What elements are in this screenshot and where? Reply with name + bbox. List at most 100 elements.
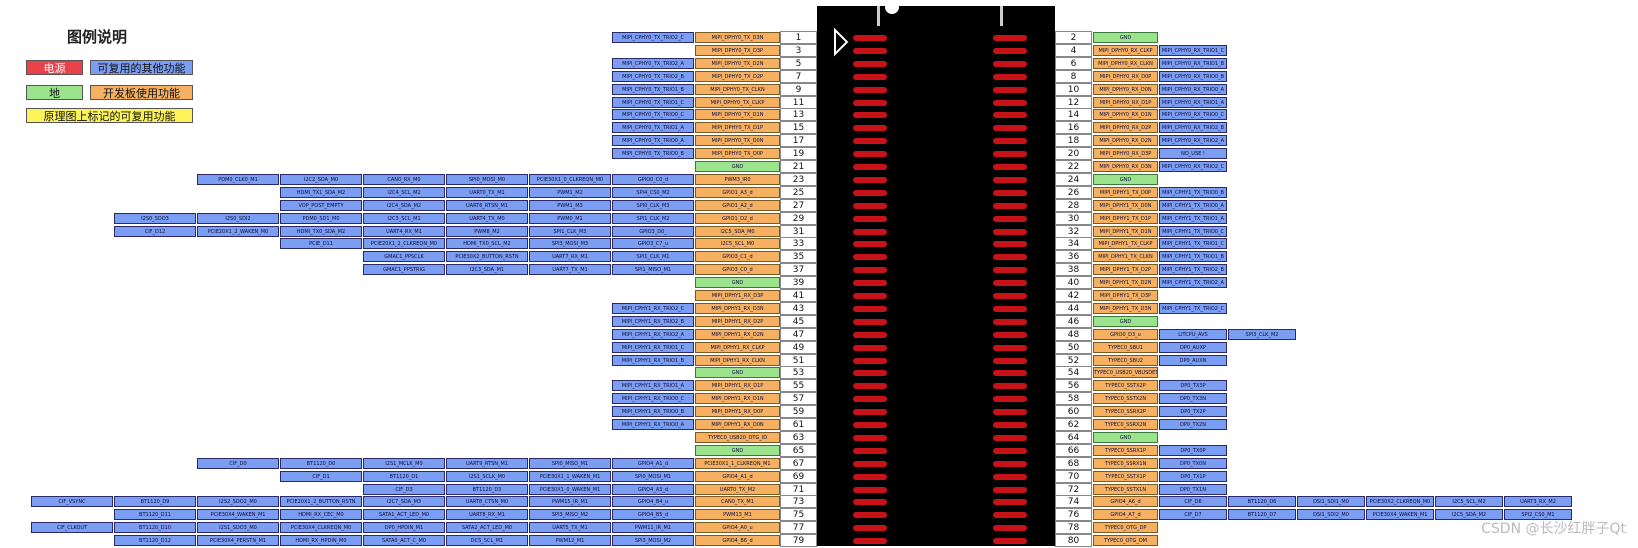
contact-pad <box>993 460 1027 467</box>
contact-pad <box>993 422 1027 428</box>
pin-mux-function: HDMI_RX_HPDIN_M0 <box>280 535 362 547</box>
contact-pad <box>853 241 887 248</box>
pin-mux-function: PWM11_IR_M1 <box>612 522 694 534</box>
pin-mux-function: MIPI_CPHY0_TX_TRIO2_C <box>612 32 694 43</box>
pin-function: MIPI_DPHY0_TX_D2P <box>695 70 780 82</box>
pin-mux-function: CIF_D6 <box>1159 496 1227 508</box>
pin-number: 34 <box>1055 237 1092 251</box>
pin-mux-function: HDMI_TX0_SDA_M2 <box>280 225 362 237</box>
pin-number: 76 <box>1055 508 1092 522</box>
pin-number: 21 <box>780 160 817 173</box>
pin-mux-function: SATA1_ACT_LED_M0 <box>363 509 445 521</box>
pin-mux-function: PCIE30X4_CLKREQN_M0 <box>280 522 362 534</box>
pin-function: GPIO1_A2_d <box>695 199 780 211</box>
contact-pad <box>993 189 1027 196</box>
pin-mux-function: CIF_VSYNC <box>31 496 113 508</box>
contact-pad <box>993 538 1027 545</box>
pin-number: 67 <box>780 456 817 470</box>
pin-mux-function: GPIO3_C7_u <box>612 238 694 250</box>
pin-mux-function: MIPI_CPHY0_TX_TRIO1_B <box>612 83 694 95</box>
pin-number: 64 <box>1055 430 1092 444</box>
pin-function: MIPI_DPHY1_RX_D3P <box>695 290 780 301</box>
pin-function: GPIO1_A3_d <box>695 186 780 198</box>
contact-pad <box>993 73 1027 80</box>
contact-pad <box>993 357 1027 364</box>
contact-pad <box>853 422 887 428</box>
pin-function: MIPI_DPHY1_TX_CLKN <box>1093 251 1158 263</box>
contact-pad <box>853 35 887 41</box>
pin-mux-function: DP0_HPDIN_M1 <box>363 522 445 534</box>
pin-function: GPIO4_A0_u <box>695 522 780 534</box>
pin-function: MIPI_DPHY1_TX_CLKP <box>1093 238 1158 250</box>
pin-function: MIPI_DPHY1_RX_D1P <box>695 380 780 392</box>
contact-pad <box>993 202 1027 209</box>
pin-number: 50 <box>1055 340 1092 354</box>
pin-number: 40 <box>1055 276 1092 290</box>
pin-mux-function: MIPI_CPHY1_RX_TRIO0_B <box>612 406 694 418</box>
pin-number: 63 <box>780 430 817 444</box>
pin-mux-function: PCIE20X1_2_CLKREQN_M0 <box>363 238 445 250</box>
pin-number: 30 <box>1055 211 1092 225</box>
pin-mux-function: SPI0_CLK_M3 <box>612 199 694 211</box>
contact-pad <box>853 202 887 209</box>
pin-function: MIPI_DPHY0_RX_D2N <box>1093 135 1158 147</box>
pin-number: 80 <box>1055 534 1092 548</box>
pin-function: MIPI_DPHY0_RX_D3N <box>1093 161 1158 172</box>
pin-mux-function: MIPI_CPHY0_TX_TRIO0_C <box>612 109 694 121</box>
pin-mux-function: PCIE30X1_0_WAKEN_M1 <box>529 483 611 495</box>
contact-pad <box>993 176 1027 183</box>
connector-notch <box>885 0 899 14</box>
pin-number: 15 <box>780 121 817 135</box>
pin-function: PCIE30X1_1_CLKREQN_M1 <box>695 457 780 469</box>
contact-pad <box>993 331 1027 338</box>
pin-mux-function: MIPI_CPHY1_RX_TRIO1_A <box>612 380 694 392</box>
pin-mux-function: MIPI_CPHY1_TX_TRIO1_B <box>1159 251 1227 263</box>
contact-pad <box>993 473 1027 480</box>
contact-pad <box>853 293 887 299</box>
pin-mux-function: I2C4_SCL_M2 <box>363 186 445 198</box>
pin-number: 19 <box>780 147 817 161</box>
pin-function: MIPI_DPHY0_RX_D0P <box>1093 70 1158 82</box>
pin-mux-function: DP0_TX2P <box>1159 406 1227 418</box>
pin-function: GPIO4_A1_d <box>695 470 780 482</box>
pin-number: 33 <box>780 237 817 251</box>
pin-mux-function: SPI0_MOSI_M0 <box>446 173 528 185</box>
pin-mux-function: MIPI_CPHY0_TX_TRIO1_A <box>612 122 694 134</box>
pin-function: PWM13_M1 <box>695 509 780 521</box>
pin-mux-function: SPI1_MISO_M1 <box>612 264 694 276</box>
contact-pad <box>993 280 1027 287</box>
pin-mux-function: CIF_D3 <box>363 483 445 495</box>
pin-number: 39 <box>780 276 817 290</box>
pin-mux-function: GPIO4_B4_u <box>612 496 694 508</box>
pin-number: 73 <box>780 495 817 509</box>
pin-function: MIPI_DPHY0_RX_CLKN <box>1093 57 1158 69</box>
pin-mux-function: PWM1_M2 <box>529 186 611 198</box>
contact-pad <box>853 357 887 364</box>
pin-function: MIPI_DPHY0_RX_D1P <box>1093 96 1158 108</box>
pin-function: MIPI_DPHY1_TX_D1N <box>1093 225 1158 237</box>
pin-mux-function: PCIE30X2_BUTTON_RSTN <box>446 251 528 263</box>
pin-function: TYPEC0_SSRX1P <box>1093 444 1158 456</box>
pin-function: MIPI_DPHY0_TX_D3P <box>695 44 780 56</box>
pin-number: 55 <box>780 379 817 393</box>
pin-function: GND <box>1093 32 1158 43</box>
pin-mux-function: UART7_TX_M1 <box>529 264 611 276</box>
pin-function: GPIO3_C1_d <box>695 251 780 263</box>
contact-pad <box>853 512 887 519</box>
legend-power: 电源 <box>26 60 83 75</box>
pin-mux-function: MIPI_CPHY1_TX_TRIO0_C <box>1159 225 1227 237</box>
pin-function: TYPEC0_SSTX1P <box>1093 470 1158 482</box>
contact-pad <box>853 305 887 312</box>
pin-function: TYPEC0_SSRX1N <box>1093 457 1158 469</box>
pin-function: GPIO1_D2_d <box>695 212 780 224</box>
pin-mux-function: UART4_TX_M0 <box>446 212 528 224</box>
contact-pad <box>993 241 1027 248</box>
connector-board <box>817 0 1055 546</box>
pin-mux-function: MIPI_CPHY0_RX_TRIO2_B <box>1159 122 1227 134</box>
pin-mux-function: BT1120_D3 <box>446 483 528 495</box>
pin-mux-function: I2C5_SCL_M2 <box>1435 496 1503 508</box>
contact-pad <box>993 434 1027 441</box>
pin-number: 54 <box>1055 366 1092 380</box>
pin-mux-function: I2C7_SDA_M3 <box>363 496 445 508</box>
pin-function: GPIO0_D3_u <box>1093 328 1158 340</box>
